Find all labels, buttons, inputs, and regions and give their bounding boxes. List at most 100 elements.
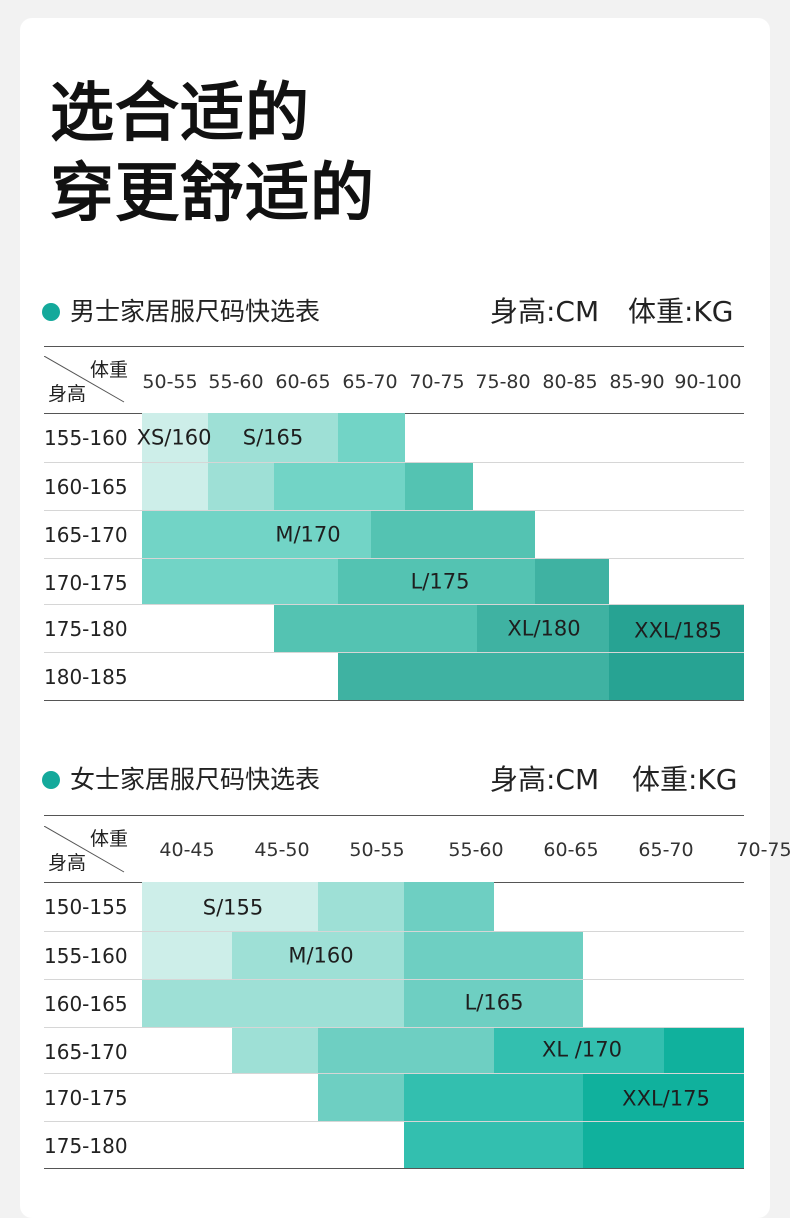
- weight-column-header: 65-70: [638, 839, 694, 861]
- size-fill-cell: [404, 1121, 583, 1168]
- row-divider: [44, 604, 744, 605]
- size-fill-cell: [274, 604, 477, 652]
- size-label: XS/160: [136, 425, 212, 450]
- height-row-header: 175-180: [44, 617, 128, 641]
- size-fill-cell: [535, 558, 609, 604]
- size-fill-cell: [583, 1073, 744, 1121]
- size-fill-cell: [664, 1027, 744, 1073]
- height-row-header: 155-160: [44, 944, 128, 968]
- section-bullet-icon: [42, 771, 60, 789]
- size-fill-cell: [609, 604, 744, 652]
- corner-weight-label: 体重: [90, 828, 129, 850]
- row-divider: [44, 1027, 744, 1028]
- size-label: L/165: [464, 990, 524, 1015]
- size-fill-cell: [208, 413, 338, 462]
- size-fill-cell: [318, 1027, 494, 1073]
- height-row-header: 175-180: [44, 1134, 128, 1158]
- height-row-header: 165-170: [44, 1040, 128, 1064]
- size-label: XL /170: [542, 1037, 622, 1062]
- row-divider: [44, 1073, 744, 1074]
- size-fill-cell: [142, 558, 338, 604]
- row-divider: [44, 931, 744, 932]
- size-fill-cell: [208, 462, 274, 510]
- women-table-top-rule: [44, 815, 744, 816]
- row-divider: [44, 558, 744, 559]
- row-divider: [44, 700, 744, 701]
- corner-diagonal: [44, 356, 125, 403]
- weight-column-header: 40-45: [159, 839, 215, 861]
- height-row-header: 150-155: [44, 895, 128, 919]
- size-label: XL/180: [507, 616, 581, 641]
- weight-column-header: 50-55: [349, 839, 405, 861]
- size-label: XXL/185: [634, 618, 722, 643]
- size-fill-cell: [142, 882, 318, 931]
- row-divider: [44, 510, 744, 511]
- size-fill-cell: [404, 979, 583, 1027]
- row-divider: [44, 1168, 744, 1169]
- size-fill-cell: [404, 931, 583, 979]
- size-label: S/165: [242, 425, 304, 450]
- size-fill-cell: [404, 882, 494, 931]
- size-fill-cell: [142, 462, 208, 510]
- size-fill-cell: [274, 462, 405, 510]
- size-fill-cell: [142, 413, 208, 462]
- size-fill-cell: [609, 652, 744, 700]
- height-row-header: 155-160: [44, 426, 128, 450]
- headline-line-2: 穿更舒适的: [50, 157, 375, 231]
- size-label: L/175: [410, 569, 470, 594]
- size-fill-cell: [338, 413, 405, 462]
- corner-height-label: 身高: [48, 852, 87, 874]
- height-row-header: 160-165: [44, 992, 128, 1016]
- size-fill-cell: [371, 510, 535, 558]
- size-fill-cell: [232, 931, 404, 979]
- corner-diagonal: [44, 826, 125, 873]
- height-row-header: 165-170: [44, 523, 128, 547]
- weight-column-header: 65-70: [342, 371, 398, 393]
- size-fill-cell: [583, 1121, 744, 1168]
- size-fill-cell: [232, 1027, 318, 1073]
- row-divider: [44, 462, 744, 463]
- weight-column-header: 70-75: [736, 839, 790, 861]
- weight-column-header: 45-50: [254, 839, 310, 861]
- height-row-header: 160-165: [44, 475, 128, 499]
- section-bullet-icon: [42, 303, 60, 321]
- row-divider: [44, 652, 744, 653]
- men-table-title: 男士家居服尺码快选表: [70, 297, 321, 326]
- size-fill-cell: [338, 558, 535, 604]
- size-fill-cell: [318, 1073, 404, 1121]
- size-label: XXL/175: [622, 1086, 710, 1111]
- weight-column-header: 55-60: [208, 371, 264, 393]
- weight-column-header: 70-75: [409, 371, 465, 393]
- weight-column-header: 50-55: [142, 371, 198, 393]
- row-divider: [44, 979, 744, 980]
- size-fill-cell: [318, 882, 404, 931]
- size-label: M/160: [288, 943, 354, 968]
- weight-column-header: 85-90: [609, 371, 665, 393]
- corner-weight-label: 体重: [90, 359, 129, 381]
- weight-column-header: 80-85: [542, 371, 598, 393]
- height-row-header: 170-175: [44, 571, 128, 595]
- size-fill-cell: [477, 604, 609, 652]
- weight-column-header: 60-65: [275, 371, 331, 393]
- size-fill-cell: [142, 931, 232, 979]
- size-fill-cell: [142, 510, 371, 558]
- size-fill-cell: [338, 652, 609, 700]
- headline-line-1: 选合适的: [50, 77, 310, 151]
- size-fill-cell: [404, 1073, 583, 1121]
- women-height-unit: 身高:CM: [490, 763, 600, 796]
- weight-column-header: 90-100: [674, 371, 742, 393]
- corner-height-label: 身高: [48, 383, 87, 405]
- men-table-top-rule: [44, 346, 744, 347]
- height-row-header: 180-185: [44, 665, 128, 689]
- weight-column-header: 75-80: [475, 371, 531, 393]
- size-fill-cell: [142, 979, 404, 1027]
- weight-column-header: 60-65: [543, 839, 599, 861]
- men-height-unit: 身高:CM: [490, 295, 600, 328]
- size-fill-cell: [405, 462, 473, 510]
- height-row-header: 170-175: [44, 1086, 128, 1110]
- men-weight-unit: 体重:KG: [628, 295, 734, 328]
- size-label: S/155: [202, 895, 264, 920]
- women-table-title: 女士家居服尺码快选表: [70, 765, 321, 794]
- women-weight-unit: 体重:KG: [632, 763, 738, 796]
- weight-column-header: 55-60: [448, 839, 504, 861]
